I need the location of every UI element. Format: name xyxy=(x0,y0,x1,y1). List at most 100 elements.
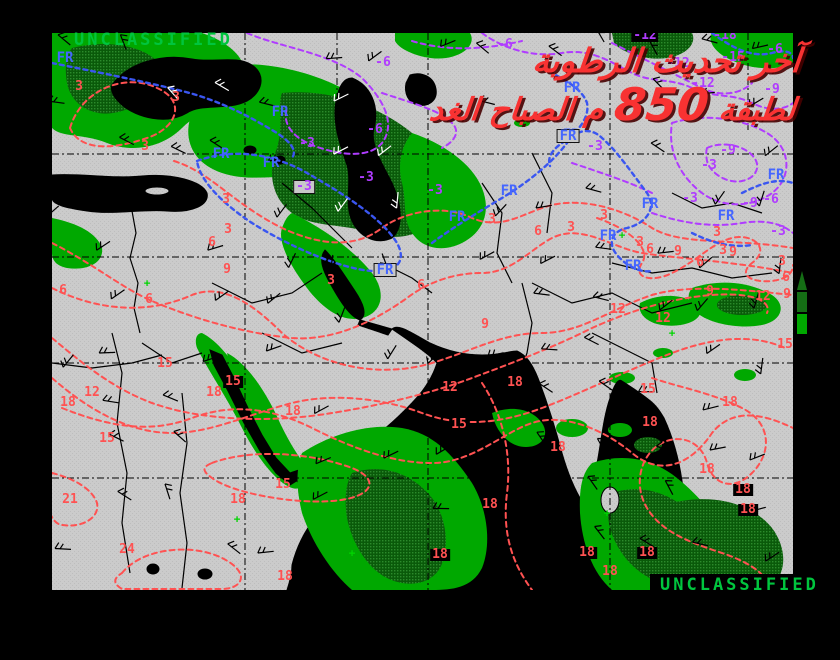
red-contour-label: 12 xyxy=(610,302,626,317)
red-contour-label: 18 xyxy=(642,415,658,430)
wind-barb xyxy=(540,342,558,351)
red-contour-label: 9 xyxy=(481,317,489,332)
wind-barb xyxy=(440,38,456,48)
wind-barb xyxy=(711,190,725,205)
wind-barb xyxy=(383,449,399,459)
wind-barb xyxy=(119,132,135,146)
wind-barb xyxy=(656,441,672,454)
wind-barb xyxy=(265,343,282,352)
red-contour-label: 18 xyxy=(602,564,618,579)
wind-barb xyxy=(315,455,332,465)
red-contour-label: 18 xyxy=(637,545,657,560)
wind-barb xyxy=(492,203,507,217)
purple-contour-label: -6 xyxy=(497,37,513,52)
wind-barb xyxy=(54,542,72,550)
wind-barb xyxy=(333,145,349,155)
classification-banner-bottom: UNCLASSIFIED xyxy=(650,574,831,597)
wind-barb xyxy=(697,256,713,269)
purple-contour-label: -6 xyxy=(763,192,779,207)
station-plus-mark: + xyxy=(143,276,151,290)
red-contour-label: 3 xyxy=(567,220,575,235)
wind-barb xyxy=(585,182,602,193)
purple-contour-label: -18 xyxy=(713,33,737,43)
wind-barb xyxy=(324,254,334,272)
wind-barb xyxy=(258,96,276,107)
red-contour-label: 3 xyxy=(636,235,644,250)
red-contour-label: 9 xyxy=(729,245,737,260)
wind-barb xyxy=(658,299,673,311)
wind-barb xyxy=(60,354,74,368)
red-contour-label: 6 xyxy=(696,255,704,270)
front-label: FR xyxy=(556,129,580,143)
wind-barb xyxy=(749,452,766,461)
wind-barb xyxy=(383,344,397,360)
wind-barb xyxy=(773,257,782,275)
red-contour-label: 15 xyxy=(223,374,243,389)
red-contour-label: 18 xyxy=(60,395,76,410)
station-plus-mark: + xyxy=(603,506,611,520)
red-contour-label: 18 xyxy=(430,547,450,562)
wind-barb xyxy=(694,298,709,311)
red-contour-label: 3 xyxy=(600,208,608,223)
red-contour-label: 21 xyxy=(62,492,78,507)
chart-title: آخر تحديث الرطوبة لطبقة 850 م الصباح الغ… xyxy=(428,41,803,131)
purple-contour-label: -3 xyxy=(587,139,603,154)
red-contour-label: 9 xyxy=(706,284,714,299)
wind-barb xyxy=(476,40,490,54)
grid-layer xyxy=(52,33,793,590)
wind-barb xyxy=(751,41,769,50)
purple-contour-label: -3 xyxy=(701,158,717,173)
purple-contour-label: -9 xyxy=(720,143,736,158)
wind-barb xyxy=(426,352,441,364)
purple-contour-label: -6 xyxy=(375,55,391,70)
front-lines-layer xyxy=(52,33,793,273)
map-area: 3 3 3 3 3 3 3 3 3 3 3 3 3 6 6 6 6 6 6 6 6 9 9 9 9 9 9 12 12 12 12 12 15 1… xyxy=(52,33,793,590)
wind-barb xyxy=(763,145,779,157)
red-contour-label: 6 xyxy=(417,278,425,293)
red-contour-label: 18 xyxy=(738,502,758,517)
red-contour-label: 6 xyxy=(208,235,216,250)
red-contours-layer xyxy=(52,81,793,590)
front-label: FR xyxy=(767,167,785,183)
wind-barb xyxy=(764,551,780,562)
wind-barb xyxy=(538,379,553,393)
wind-barb xyxy=(173,428,187,443)
front-label: FR xyxy=(271,104,289,120)
wind-barb xyxy=(117,487,132,501)
wind-barb xyxy=(748,292,760,309)
red-contour-label: 15 xyxy=(99,431,115,446)
front-label: FR xyxy=(373,263,397,277)
wind-barb xyxy=(108,429,124,442)
wind-barb xyxy=(482,489,498,502)
wind-barb xyxy=(596,437,606,453)
wind-barb xyxy=(701,33,718,44)
wind-barb xyxy=(592,291,609,302)
wind-barb xyxy=(754,357,764,375)
red-contour-label: 18 xyxy=(507,375,523,390)
title-pressure-level: 850 xyxy=(612,77,712,131)
front-label: FR xyxy=(56,50,74,66)
wind-barb xyxy=(266,292,281,304)
purple-contour-label: -6 xyxy=(767,42,783,57)
wind-barb xyxy=(207,242,224,251)
purple-contour-label: -3 xyxy=(293,180,315,194)
purple-contour-label: -3 xyxy=(299,136,315,151)
purple-contour-label: -3 xyxy=(770,224,786,239)
purple-contour-label: -12 xyxy=(631,33,659,42)
purple-contour-label: -12 xyxy=(666,56,690,71)
humidity-legend xyxy=(797,271,807,334)
wind-barb xyxy=(652,76,665,91)
wind-barb xyxy=(488,542,506,552)
front-label: FR xyxy=(500,183,518,199)
wind-barb xyxy=(702,402,719,411)
red-contour-label: 12 xyxy=(755,289,771,304)
purple-contour-label: -3 xyxy=(427,183,443,198)
wind-barb xyxy=(748,97,764,107)
red-contour-label: 18 xyxy=(206,385,222,400)
wind-barb xyxy=(367,50,382,62)
wind-barb xyxy=(52,205,60,213)
purple-contour-label: -3 xyxy=(440,110,456,125)
wind-barb xyxy=(108,188,125,200)
wind-barb xyxy=(435,445,451,455)
wind-barb xyxy=(598,33,605,43)
